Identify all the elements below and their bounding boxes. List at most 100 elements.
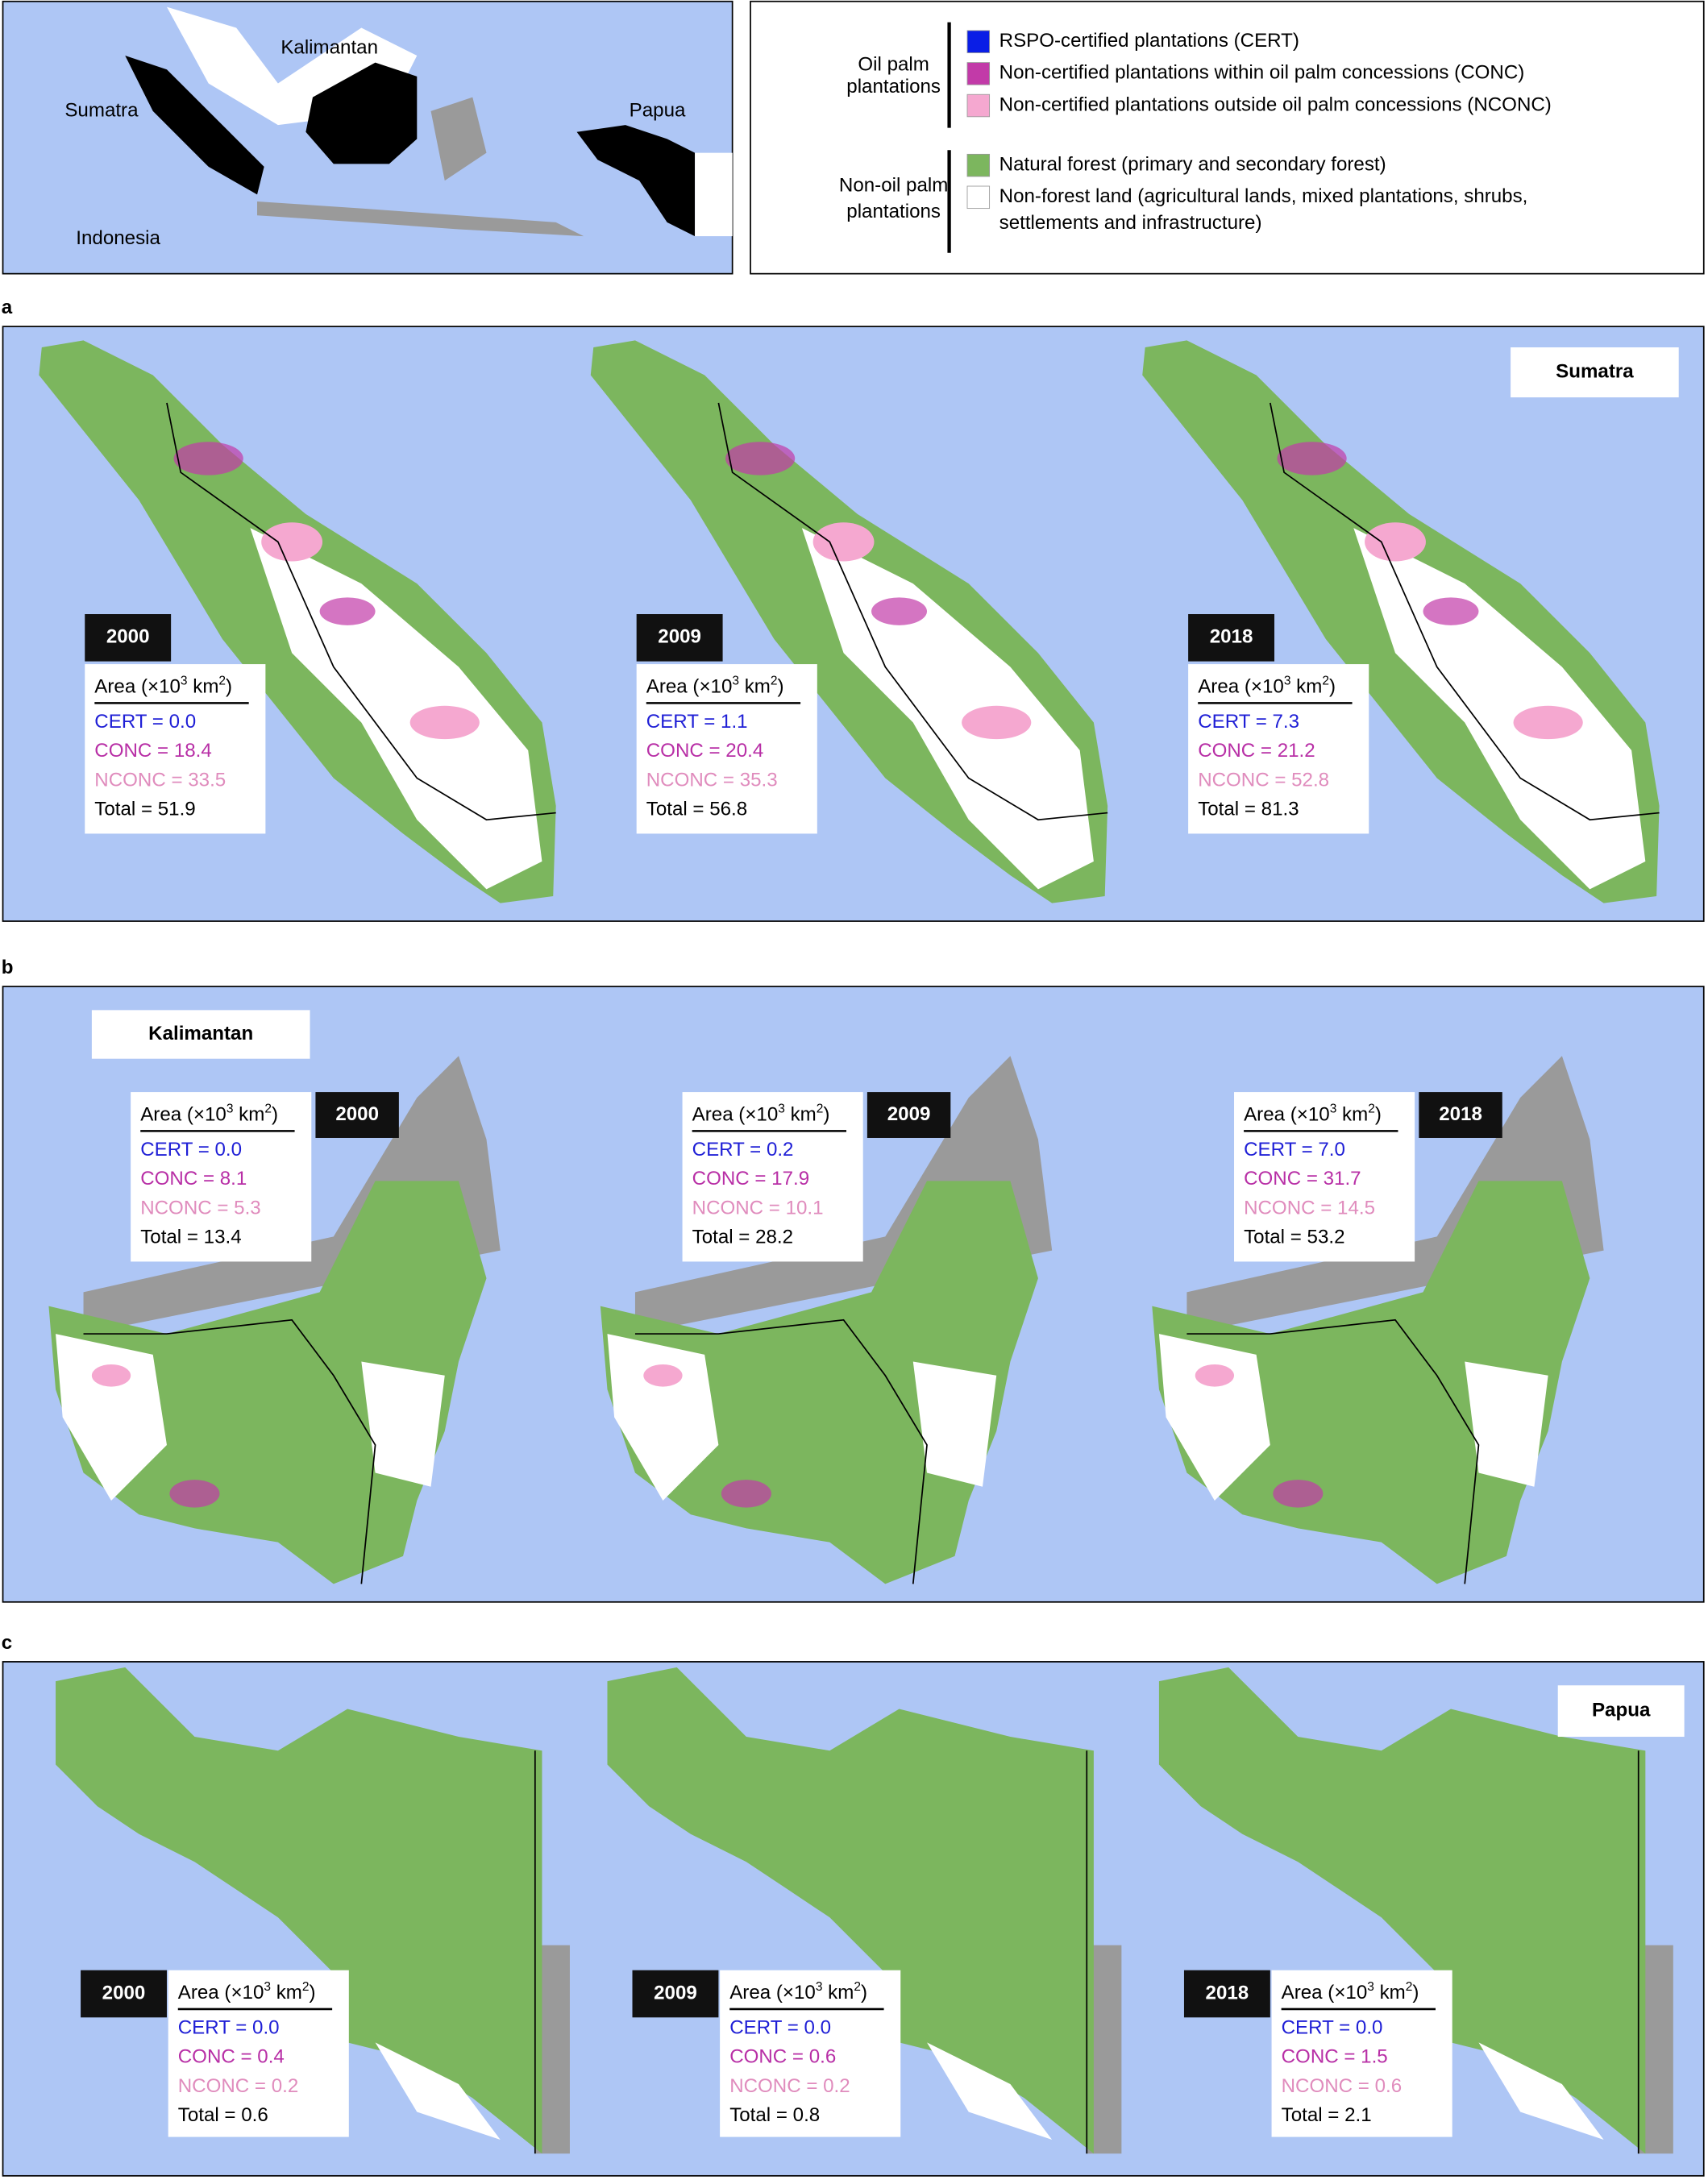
stat-line: CONC = 0.6 [729, 2046, 836, 2068]
legend-swatch [966, 153, 991, 177]
year: 2018 [1439, 1103, 1482, 1125]
area-label-part: ) [1412, 1982, 1419, 2004]
area-label-part: 2 [218, 674, 226, 687]
area-label-part: ) [272, 1104, 278, 1126]
year-box [636, 614, 723, 662]
islands [430, 97, 487, 181]
stat-line: NCONC = 0.6 [1282, 2075, 1403, 2097]
area-label-part: 3 [1284, 674, 1291, 687]
area-label-part: 3 [1367, 1980, 1374, 1994]
area-label-part: 2 [771, 674, 778, 687]
stat-line: Total = 13.4 [140, 1226, 241, 1248]
stats-box [168, 1970, 349, 2137]
area-label-part: Area (×10 [140, 1104, 226, 1126]
stat-line: Total = 0.6 [178, 2104, 268, 2126]
area-label-part: 3 [226, 1102, 234, 1115]
area-label-part: 3 [816, 1980, 823, 1994]
year: 2000 [106, 626, 150, 648]
area-label-part: Area (×10 [1198, 676, 1284, 698]
stats-box [1234, 1092, 1415, 1262]
stat-line: CERT = 0.0 [178, 2016, 280, 2038]
stat-line: CERT = 0.0 [94, 711, 196, 733]
area-label: Area (×103 km2) [692, 1102, 830, 1126]
year-box [866, 1092, 951, 1138]
area-label-part: ) [226, 676, 232, 698]
area-label-part: km [188, 676, 219, 698]
stat-line: NCONC = 14.5 [1244, 1197, 1375, 1219]
stat-line: CONC = 31.7 [1244, 1168, 1361, 1190]
legend-swatch [966, 185, 991, 210]
stats-box [85, 664, 266, 834]
year: 2000 [102, 1982, 146, 2004]
area-label-part: Area (×10 [178, 1982, 264, 2004]
year: 2009 [654, 1982, 697, 2004]
area-label-part: ) [861, 1982, 867, 2004]
area-label: Area (×103 km2) [140, 1102, 278, 1126]
stat-line: NCONC = 0.2 [178, 2075, 299, 2097]
place-label: Papua [630, 99, 686, 121]
area-label-part: 2 [264, 1102, 272, 1115]
stats-box [131, 1092, 312, 1262]
year: 2000 [335, 1103, 379, 1125]
stat-line: CERT = 7.3 [1198, 711, 1299, 733]
area-label-part: 3 [1330, 1102, 1337, 1115]
stat-line: Total = 53.2 [1244, 1226, 1344, 1248]
stats-box [1271, 1970, 1452, 2137]
area-label-part: 2 [854, 1980, 861, 1994]
area-label: Area (×103 km2) [729, 1980, 867, 2004]
area-label: Area (×103 km2) [1282, 1980, 1419, 2004]
area-label-part: km [785, 1104, 817, 1126]
stats-box [720, 1970, 901, 2137]
stat-line: NCONC = 52.8 [1198, 769, 1329, 791]
stat-line: CERT = 1.1 [646, 711, 748, 733]
area-label-part: 2 [1322, 674, 1329, 687]
stat-line: NCONC = 33.5 [94, 769, 226, 791]
legend-group-label: plantations [846, 201, 941, 222]
year-box [1183, 1970, 1270, 2018]
year-box [315, 1092, 399, 1138]
stat-line: CERT = 0.2 [692, 1139, 794, 1161]
area-label-part: Area (×10 [692, 1104, 779, 1126]
region-label: Sumatra [1556, 360, 1634, 382]
area-label-part: 3 [181, 674, 188, 687]
stats-box [682, 1092, 863, 1262]
area-label-part: 2 [1368, 1102, 1375, 1115]
stat-line: Total = 56.8 [646, 798, 747, 820]
area-label-part: ) [1375, 1104, 1382, 1126]
area-label-part: km [233, 1104, 264, 1126]
stat-line: Total = 2.1 [1282, 2104, 1372, 2126]
panel-letter: c [2, 1632, 12, 1654]
legend-swatch [966, 93, 991, 118]
stat-line: Total = 28.2 [692, 1226, 793, 1248]
legend-text: RSPO-certified plantations (CERT) [999, 30, 1299, 52]
place-label: Indonesia [76, 227, 160, 249]
stat-line: CONC = 0.4 [178, 2046, 285, 2068]
stat-line: CONC = 8.1 [140, 1168, 247, 1190]
stat-line: NCONC = 5.3 [140, 1197, 261, 1219]
year: 2009 [887, 1103, 931, 1125]
stat-line: CONC = 18.4 [94, 740, 211, 762]
stats-box [1188, 664, 1369, 834]
sumatra [125, 55, 264, 195]
area-label-part: Area (×10 [646, 676, 733, 698]
area-label-part: Area (×10 [729, 1982, 816, 2004]
papua [576, 125, 696, 237]
stat-line: Total = 0.8 [729, 2104, 820, 2126]
land [695, 152, 733, 237]
stat-line: CONC = 1.5 [1282, 2046, 1388, 2068]
legend-swatch [966, 30, 991, 53]
stat-line: CONC = 21.2 [1198, 740, 1315, 762]
area-label: Area (×103 km2) [94, 674, 232, 698]
year-box [1188, 614, 1275, 662]
area-label-part: ) [778, 676, 784, 698]
region-box [1557, 1685, 1685, 1738]
area-label-part: ) [310, 1982, 316, 2004]
stat-line: Total = 81.3 [1198, 798, 1299, 820]
legend-text: Non-certified plantations outside oil pa… [999, 93, 1552, 115]
kalimantan [305, 62, 418, 164]
legend-text: Natural forest (primary and secondary fo… [999, 154, 1386, 176]
area-label-part: km [1336, 1104, 1368, 1126]
stat-line: CERT = 0.0 [1282, 2016, 1383, 2038]
area-label-part: 2 [1406, 1980, 1413, 1994]
